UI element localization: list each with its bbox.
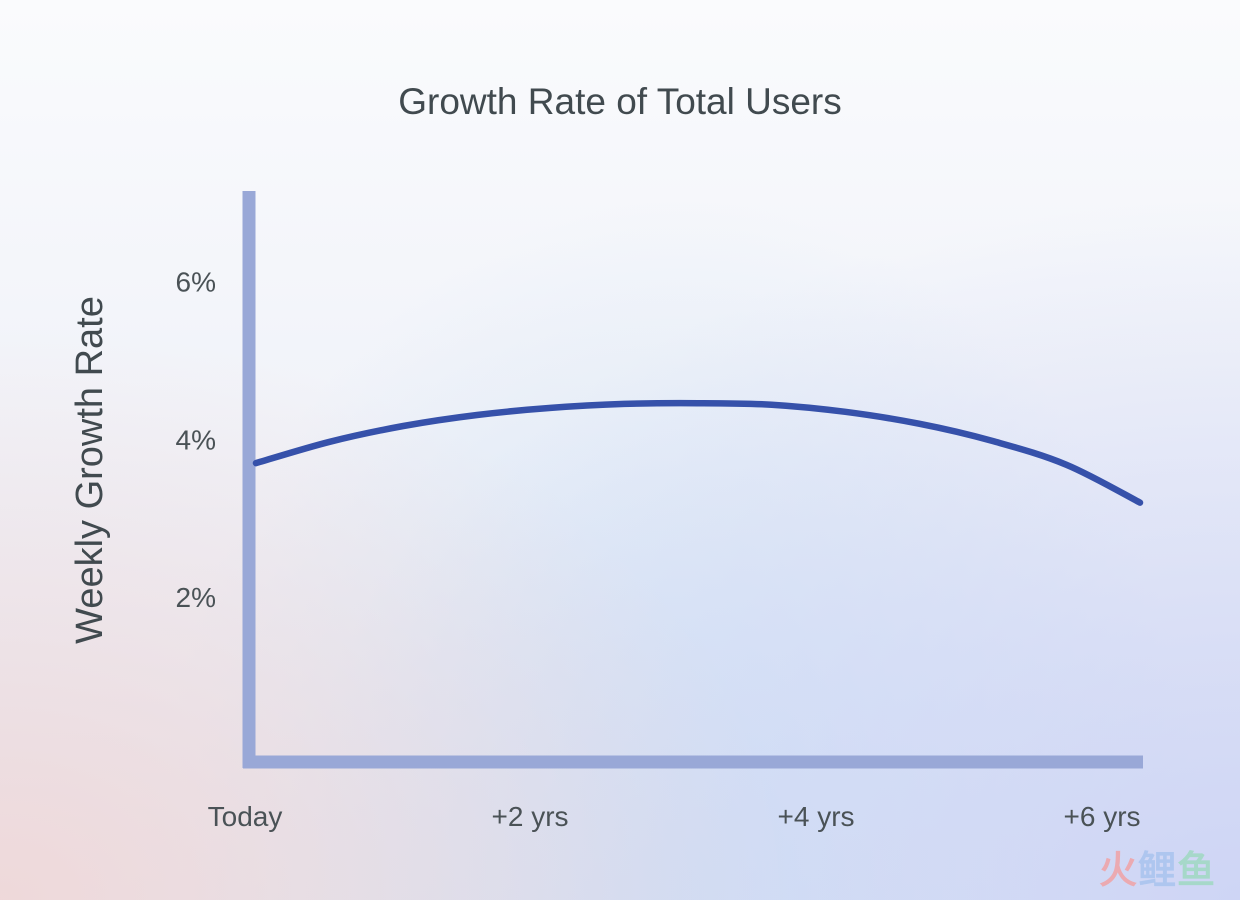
- y-tick-label: 6%: [176, 267, 216, 298]
- x-tick-label: +6 yrs: [1063, 801, 1140, 832]
- x-tick-label: Today: [208, 801, 283, 832]
- series-line-growth-rate: [252, 399, 1144, 506]
- y-axis-label: Weekly Growth Rate: [69, 296, 111, 644]
- y-tick-label: 2%: [176, 582, 216, 613]
- x-tick-label: +2 yrs: [491, 801, 568, 832]
- watermark-logo: 火鲤鱼: [1098, 848, 1216, 892]
- x-tick-labels: Today +2 yrs +4 yrs +6 yrs: [208, 801, 1141, 832]
- y-tick-labels: 2% 4% 6%: [176, 267, 216, 614]
- x-tick-label: +4 yrs: [777, 801, 854, 832]
- y-tick-label: 4%: [176, 424, 216, 455]
- chart-title: Growth Rate of Total Users: [398, 81, 842, 122]
